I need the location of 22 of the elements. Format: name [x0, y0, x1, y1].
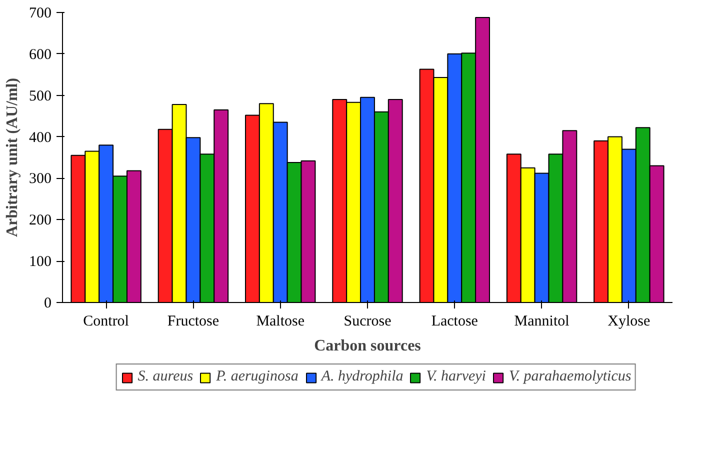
legend-label: P. aeruginosa — [216, 368, 298, 386]
x-tick-label: Maltose — [256, 314, 305, 330]
x-tick-label: Lactose — [431, 314, 478, 330]
y-tick-label: 700 — [29, 6, 52, 22]
y-tick-label: 200 — [29, 212, 52, 229]
y-tick-label: 400 — [29, 130, 52, 146]
y-axis-title: Arbitrary unit (AU/ml) — [4, 78, 21, 238]
x-tick-label: Fructose — [167, 314, 220, 330]
x-tick-label: Sucrose — [344, 314, 392, 330]
x-tick-label: Control — [83, 314, 129, 330]
y-tick-label: 0 — [44, 296, 52, 312]
legend-label: S. aureus — [138, 368, 194, 386]
legend-label: A. hydrophila — [321, 368, 404, 386]
y-tick-label: 300 — [29, 171, 52, 188]
y-tick-label: 100 — [29, 254, 52, 270]
x-axis-title: Carbon sources — [314, 338, 421, 354]
legend-label: V. parahaemolyticus — [508, 368, 632, 386]
legend-label: V. harveyi — [426, 368, 486, 386]
y-tick-label: 500 — [29, 88, 52, 104]
x-tick-label: Xylose — [608, 314, 651, 330]
y-tick-label: 600 — [29, 46, 52, 63]
x-tick-label: Mannitol — [514, 314, 570, 330]
